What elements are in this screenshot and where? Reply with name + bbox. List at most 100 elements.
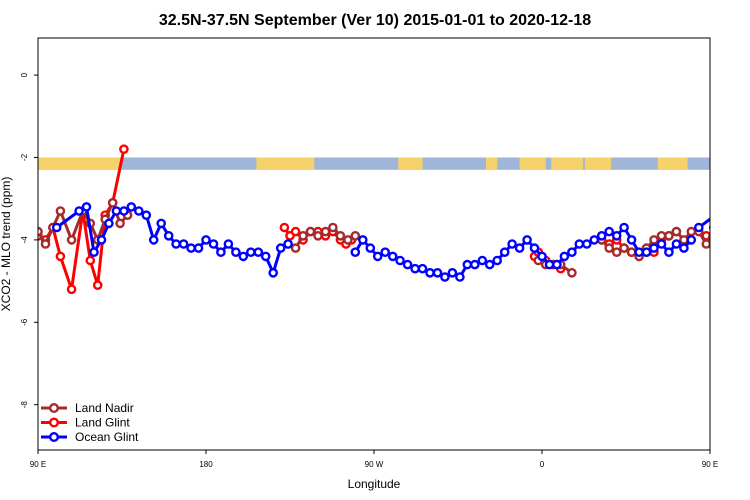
- data-point-ocean-glint: [51, 222, 62, 233]
- data-point-ocean-glint: [522, 235, 532, 245]
- y-axis-ticks: 0 -2 -4 -6 -8: [20, 72, 38, 408]
- data-point-ocean-glint: [733, 249, 740, 256]
- land-band-segment: [551, 157, 584, 170]
- data-point-land-nadir: [335, 230, 346, 241]
- y-tick-label: -2: [20, 153, 29, 161]
- data-point-ocean-glint: [641, 247, 652, 257]
- data-point-ocean-glint: [178, 239, 189, 249]
- data-point-ocean-glint: [193, 243, 204, 253]
- data-point-land-nadir: [686, 226, 697, 237]
- land-band-segment: [398, 157, 423, 170]
- data-point-ocean-glint: [357, 235, 368, 245]
- data-point-land-glint: [119, 144, 129, 154]
- data-point-ocean-glint: [694, 222, 704, 233]
- data-point-ocean-glint: [455, 272, 465, 282]
- data-point-ocean-glint: [537, 251, 547, 262]
- data-point-ocean-glint: [372, 251, 383, 262]
- data-point-ocean-glint: [402, 259, 413, 270]
- data-point-ocean-glint: [664, 247, 674, 257]
- data-point-ocean-glint: [529, 243, 540, 253]
- data-point-ocean-glint: [477, 255, 488, 266]
- series-ocean-glint: [51, 202, 747, 282]
- data-point-ocean-glint: [245, 247, 256, 257]
- data-point-ocean-glint: [148, 235, 159, 245]
- data-point-ocean-glint: [126, 202, 137, 212]
- data-point-land-nadir: [664, 230, 674, 241]
- data-point-ocean-glint: [81, 202, 92, 212]
- data-point-ocean-glint: [447, 267, 458, 278]
- data-point-ocean-glint: [216, 247, 226, 257]
- data-point-ocean-glint: [656, 239, 667, 249]
- data-point-land-nadir: [725, 236, 732, 243]
- data-point-ocean-glint: [387, 251, 398, 262]
- data-point-ocean-glint: [275, 243, 286, 253]
- data-point-land-glint: [290, 226, 301, 237]
- data-point-ocean-glint: [171, 239, 181, 249]
- data-point-ocean-glint: [260, 251, 271, 262]
- x-tick-label: 180: [199, 460, 213, 469]
- data-point-ocean-glint: [186, 243, 196, 253]
- data-point-land-nadir: [740, 220, 747, 227]
- data-point-ocean-glint: [425, 267, 435, 278]
- data-point-ocean-glint: [283, 239, 293, 249]
- data-point-land-nadir: [619, 243, 629, 253]
- data-point-land-glint: [55, 251, 66, 262]
- data-point-land-glint: [708, 240, 710, 248]
- land-mask-band: [38, 157, 750, 170]
- data-point-land-nadir: [55, 206, 66, 216]
- data-point-ocean-glint: [634, 247, 644, 257]
- data-point-land-nadir: [649, 235, 659, 245]
- data-point-land-nadir: [656, 230, 667, 241]
- data-point-land-nadir: [290, 243, 301, 253]
- data-point-land-nadir: [708, 224, 710, 231]
- data-point-ocean-glint: [559, 251, 570, 262]
- data-point-ocean-glint: [74, 206, 84, 216]
- data-point-ocean-glint: [440, 272, 450, 282]
- land-band-segment: [584, 157, 612, 170]
- data-point-land-glint: [85, 255, 96, 266]
- data-point-ocean-glint: [432, 267, 443, 278]
- y-tick-label: -8: [20, 401, 29, 409]
- data-point-ocean-glint: [350, 247, 361, 257]
- x-axis-label: Longitude: [348, 477, 401, 491]
- data-point-ocean-glint: [208, 239, 219, 249]
- data-point-ocean-glint: [469, 259, 480, 270]
- data-point-ocean-glint: [544, 259, 555, 270]
- data-point-land-nadir: [611, 247, 622, 257]
- data-point-ocean-glint: [552, 259, 562, 270]
- data-point-land-nadir: [66, 235, 77, 245]
- data-point-land-glint: [92, 280, 103, 291]
- x-tick-label: 0: [540, 460, 545, 469]
- data-point-ocean-glint: [604, 226, 615, 237]
- x-tick-label: 90 E: [702, 460, 718, 469]
- data-point-ocean-glint: [380, 247, 391, 257]
- data-point-ocean-glint: [365, 243, 376, 253]
- data-point-ocean-glint: [492, 255, 503, 266]
- data-point-land-nadir: [115, 218, 125, 229]
- data-point-ocean-glint: [119, 206, 129, 216]
- data-point-ocean-glint: [686, 235, 697, 245]
- data-point-land-nadir: [320, 226, 331, 237]
- y-axis-label: XCO2 - MLO trend (ppm): [0, 177, 13, 312]
- data-point-ocean-glint: [567, 247, 577, 257]
- data-point-ocean-glint: [671, 239, 682, 249]
- data-point-ocean-glint: [111, 206, 122, 216]
- data-point-ocean-glint: [104, 218, 114, 229]
- data-point-ocean-glint: [649, 243, 659, 253]
- data-point-ocean-glint: [596, 230, 607, 241]
- data-point-ocean-glint: [514, 243, 525, 253]
- data-point-ocean-glint: [740, 236, 747, 243]
- data-point-ocean-glint: [96, 235, 107, 245]
- y-tick-label: -6: [20, 318, 29, 326]
- data-point-ocean-glint: [223, 239, 234, 249]
- data-point-land-nadir: [40, 239, 51, 249]
- data-point-ocean-glint: [410, 263, 420, 274]
- x-axis-ticks: 90 E 180 90 W 0 90 E: [30, 450, 718, 469]
- data-point-land-nadir: [107, 197, 118, 208]
- land-band-segment: [710, 157, 750, 169]
- data-point-land-nadir: [567, 267, 577, 278]
- legend-entry: Ocean Glint: [41, 430, 139, 444]
- data-point-ocean-glint: [462, 259, 473, 270]
